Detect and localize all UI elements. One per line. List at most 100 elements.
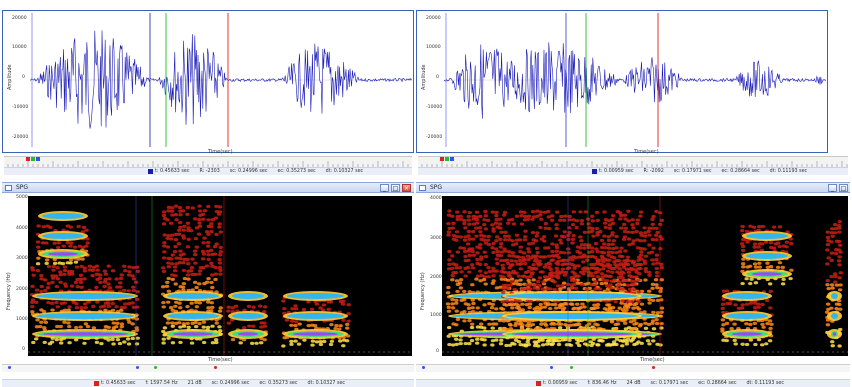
cursor-marker-blue[interactable] <box>136 366 139 369</box>
spectral-blob <box>130 301 135 305</box>
spectral-blob <box>103 272 109 276</box>
spectral-blob <box>81 225 87 230</box>
spectral-blob <box>530 241 536 245</box>
minimize-icon[interactable]: _ <box>828 184 837 192</box>
spectral-blob <box>262 338 267 342</box>
left-frequency-label: Frequency (Hz) <box>6 272 12 310</box>
spectral-blob <box>176 242 182 246</box>
spectral-blob <box>75 285 80 289</box>
right-ytick-neg10000: -10000 <box>426 105 443 110</box>
spectral-blob <box>30 268 36 272</box>
spectral-blob <box>633 264 638 268</box>
spectral-blob <box>30 284 35 288</box>
cursor-marker-red[interactable] <box>214 366 217 369</box>
spectral-blob <box>785 230 790 234</box>
spectral-blob <box>87 264 93 268</box>
spectral-blob <box>593 255 598 259</box>
minimize-icon[interactable]: _ <box>380 184 389 192</box>
spectral-blob <box>209 225 214 229</box>
spectral-blob <box>595 275 601 279</box>
start-marker[interactable] <box>8 366 11 369</box>
spectral-blob <box>654 226 659 230</box>
right-spectrogram-plot[interactable] <box>442 196 848 356</box>
spectral-blob <box>189 301 194 305</box>
spectral-blob <box>658 286 664 291</box>
spectral-blob <box>647 342 652 346</box>
spectral-blob <box>36 256 41 260</box>
spectral-blob <box>829 275 834 279</box>
spectral-blob <box>511 271 517 275</box>
spectral-blob <box>170 324 176 328</box>
spectral-blob <box>118 285 123 289</box>
spectral-blob <box>745 240 750 244</box>
spectral-blob <box>659 218 665 222</box>
spectral-blob <box>593 283 598 287</box>
maximize-icon[interactable]: □ <box>391 184 400 192</box>
spectral-blob <box>542 239 547 243</box>
spectral-blob <box>740 229 745 233</box>
close-icon[interactable]: × <box>402 184 411 192</box>
spectral-blob <box>611 239 617 243</box>
spectral-blob <box>450 273 455 278</box>
spectral-blob <box>474 226 479 230</box>
spectral-blob <box>543 246 548 250</box>
spectral-blob <box>517 299 522 303</box>
spectral-blob <box>209 230 214 234</box>
spectral-blob <box>780 282 786 286</box>
left-spectrogram-titlebar[interactable]: SPG _ □ × <box>2 182 414 193</box>
spectral-blob <box>575 281 580 285</box>
left-spec-marker-strip[interactable] <box>2 364 414 372</box>
spectral-blob <box>467 253 473 257</box>
spectral-blob <box>172 269 178 273</box>
spectral-blob <box>526 250 532 254</box>
spectral-blob <box>218 329 223 333</box>
spectral-blob <box>161 210 167 214</box>
spectral-blob <box>577 343 582 348</box>
cursor-marker-blue[interactable] <box>550 366 553 369</box>
spectral-blob <box>310 343 315 347</box>
cursor-marker-green[interactable] <box>154 366 157 369</box>
spectral-blob <box>596 343 601 347</box>
spectral-blob <box>69 284 75 288</box>
cursor-marker-green[interactable] <box>570 366 573 369</box>
spectral-blob <box>209 261 214 265</box>
left-ftick-3000: 3000 <box>16 256 28 261</box>
spectral-blob <box>197 209 203 213</box>
spectral-blob <box>733 342 738 346</box>
left-waveform-plot[interactable] <box>29 13 412 147</box>
spectral-blob <box>592 303 597 307</box>
spectral-blob <box>490 326 495 330</box>
spectral-blob <box>69 272 75 276</box>
spectral-blob <box>740 281 745 286</box>
spectral-blob <box>458 246 463 250</box>
spectral-blob <box>771 225 777 229</box>
spectral-blob <box>540 338 545 342</box>
spectral-blob <box>232 293 264 299</box>
spectral-blob <box>507 343 513 347</box>
start-marker[interactable] <box>422 366 425 369</box>
spectral-blob <box>36 313 134 319</box>
spectral-blob <box>826 256 831 260</box>
spectral-blob <box>520 308 526 312</box>
spectral-blob <box>649 250 655 254</box>
left-spectrogram-plot[interactable] <box>28 196 412 356</box>
spectral-blob <box>455 250 461 254</box>
maximize-icon[interactable]: □ <box>839 184 848 192</box>
spectral-blob <box>636 290 642 294</box>
right-spectrogram-titlebar[interactable]: SPG _ □ <box>416 182 850 193</box>
spectral-blob <box>507 274 513 279</box>
spectral-blob <box>204 280 210 284</box>
right-waveform-plot[interactable] <box>443 13 826 147</box>
right-spec-marker-strip[interactable] <box>416 364 850 372</box>
spectral-blob <box>42 340 47 345</box>
spectral-blob <box>122 264 127 268</box>
spectral-blob <box>106 325 111 329</box>
spectral-blob <box>97 276 103 280</box>
spectral-blob <box>209 301 214 305</box>
cursor-marker-red[interactable] <box>652 366 655 369</box>
spectral-blob <box>775 265 781 269</box>
spectral-blob <box>506 250 512 254</box>
spectral-blob <box>624 262 629 266</box>
spectral-blob <box>130 322 135 326</box>
spectral-blob <box>654 270 660 275</box>
